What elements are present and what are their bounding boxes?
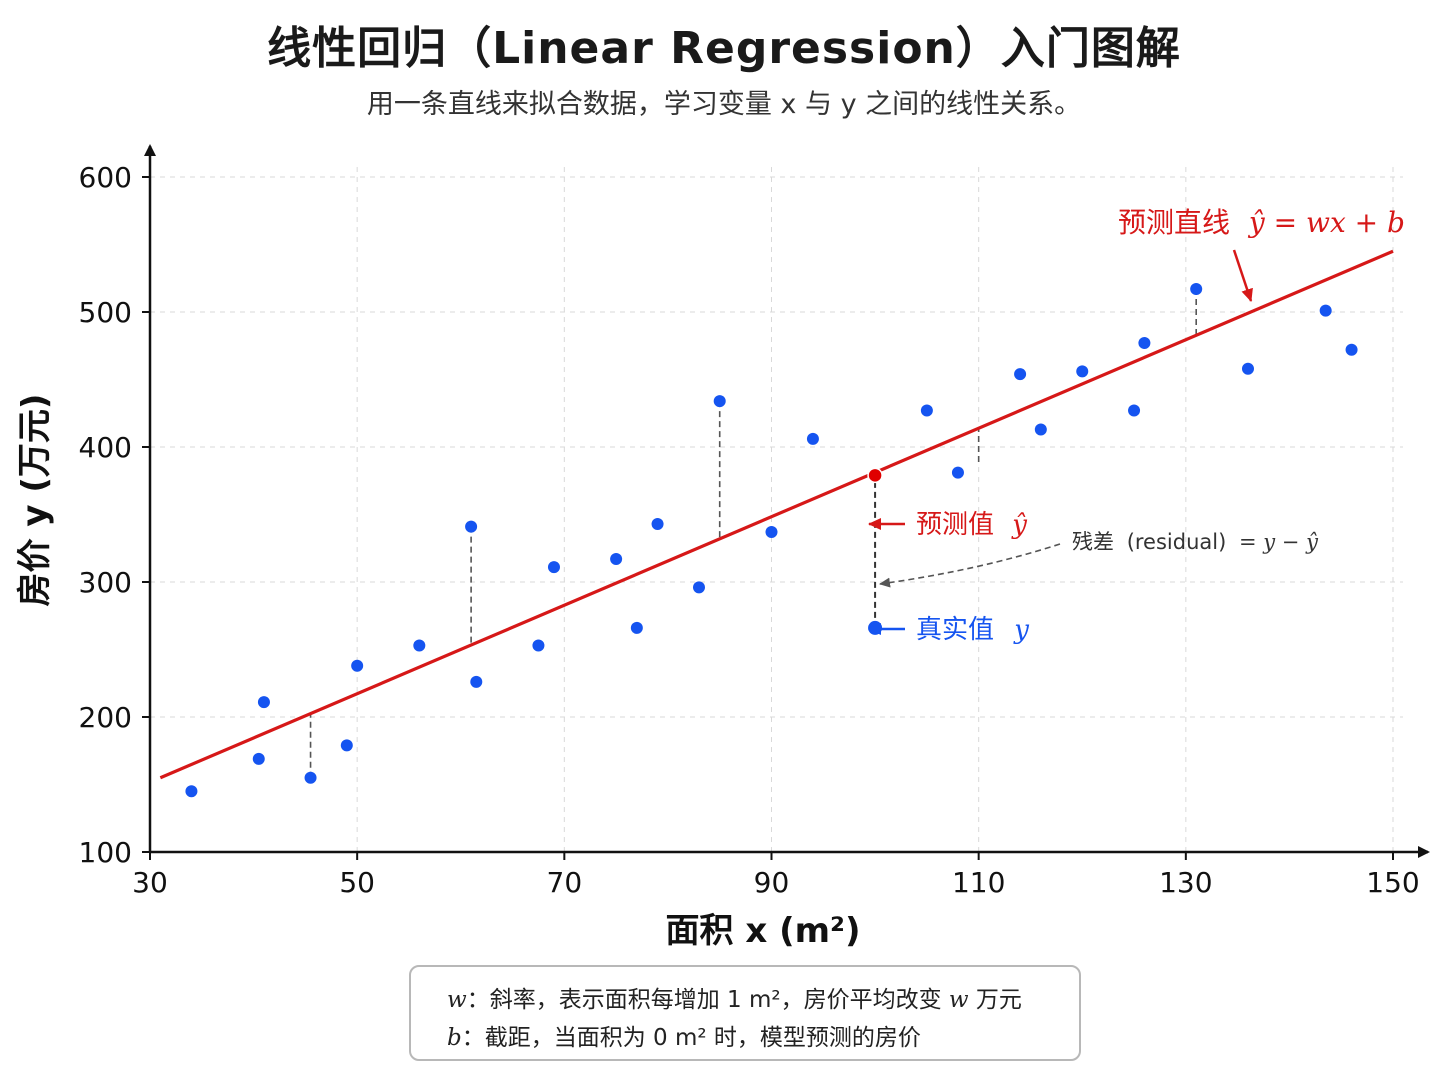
data-point (1014, 368, 1027, 381)
pred-annotation: 预测值 ŷ (916, 510, 1027, 540)
x-tick-label: 110 (952, 866, 1005, 899)
data-point (1190, 283, 1203, 296)
note-line-w: w：斜率，表示面积每增加 1 m²，房价平均改变 w 万元 (447, 983, 1079, 1021)
data-point (1076, 365, 1089, 378)
residual-annotation: 残差 (residual) = y − ŷ (1072, 530, 1319, 554)
data-point (547, 561, 560, 574)
x-tick-label: 50 (339, 866, 375, 899)
x-tick-label: 150 (1366, 866, 1419, 899)
true-annotation-cn: 真实值 (916, 615, 994, 645)
data-point (651, 517, 664, 530)
data-point (1128, 404, 1141, 417)
grid-lines (150, 167, 1403, 852)
highlight-group (867, 467, 883, 635)
data-point (185, 785, 198, 798)
data-point (465, 520, 478, 533)
line-annotation-cn: 预测直线 (1118, 206, 1230, 239)
data-point (257, 696, 270, 709)
note-w-text: ：斜率，表示面积每增加 1 m²，房价平均改变 (466, 987, 942, 1013)
data-point (713, 395, 726, 408)
x-tick-label: 130 (1159, 866, 1212, 899)
residual-lines (309, 289, 1197, 778)
residual-annotation-cn: 残差 (1072, 530, 1114, 554)
y-tick-label: 300 (79, 566, 132, 599)
data-points (185, 283, 1358, 798)
data-point (340, 739, 353, 752)
data-point (351, 659, 364, 672)
y-tick-label: 200 (79, 701, 132, 734)
data-point (304, 771, 317, 784)
x-tick-label: 70 (547, 866, 583, 899)
chart-title: 线性回归（Linear Regression）入门图解 (267, 23, 1181, 74)
note-w-tail: 万元 (975, 987, 1022, 1013)
data-point (1034, 423, 1047, 436)
line-annotation: 预测直线 ŷ = wx + b (1118, 206, 1405, 239)
x-axis-title: 面积 x (m²) (665, 911, 860, 951)
x-tick-label: 90 (754, 866, 790, 899)
note-line-b: b：截距，当面积为 0 m² 时，模型预测的房价 (447, 1021, 1079, 1059)
data-point (1345, 343, 1358, 356)
x-tick-label: 30 (132, 866, 168, 899)
data-point (470, 675, 483, 688)
regression-line-group (159, 249, 1394, 780)
data-point (252, 752, 265, 765)
data-point (692, 581, 705, 594)
data-point (1138, 337, 1151, 350)
data-point (413, 639, 426, 652)
data-point (1319, 304, 1332, 317)
residual-annotation-en: (residual) (1127, 530, 1227, 554)
pred-annotation-cn: 预测值 (916, 510, 994, 540)
data-point (610, 553, 623, 566)
note-w-var2: w (948, 987, 969, 1013)
true-annotation-math: y (1013, 615, 1029, 645)
chart-subtitle: 用一条直线来拟合数据，学习变量 x 与 y 之间的线性关系。 (366, 89, 1082, 120)
y-tick-label: 400 (79, 431, 132, 464)
data-point (806, 432, 819, 445)
tick-labels: 30 50 70 90 110 130 150 100 200 300 400 500 600 (79, 161, 1420, 899)
y-axis-title: 房价 y (万元) (15, 394, 55, 607)
data-point (532, 639, 545, 652)
true-annotation: 真实值 y (916, 615, 1029, 645)
parameter-note-box: w：斜率，表示面积每增加 1 m²，房价平均改变 w 万元 b：截距，当面积为 … (409, 965, 1081, 1061)
note-b-var: b (447, 1025, 462, 1051)
data-point (920, 404, 933, 417)
residual-annotation-math: = y − ŷ (1239, 530, 1319, 554)
note-b-text: ：截距，当面积为 0 m² 时，模型预测的房价 (461, 1025, 921, 1051)
data-point (630, 621, 643, 634)
residual-arrow (879, 543, 1061, 588)
line-annotation-math: ŷ = wx + b (1247, 206, 1405, 239)
data-point (951, 466, 964, 479)
note-w-var: w (447, 987, 467, 1013)
line-annotation-arrow (1232, 249, 1253, 302)
data-point (1241, 362, 1254, 375)
predicted-value-point (867, 467, 883, 484)
y-tick-label: 500 (79, 296, 132, 329)
y-tick-label: 100 (79, 836, 132, 869)
regression-chart: 30 50 70 90 110 130 150 100 200 300 400 500 600 面积 x… (15, 144, 1430, 951)
axes (144, 144, 1430, 858)
regression-line (159, 249, 1394, 780)
y-tick-label: 600 (79, 161, 132, 194)
pred-annotation-math: ŷ (1011, 510, 1027, 540)
data-point (765, 526, 778, 539)
